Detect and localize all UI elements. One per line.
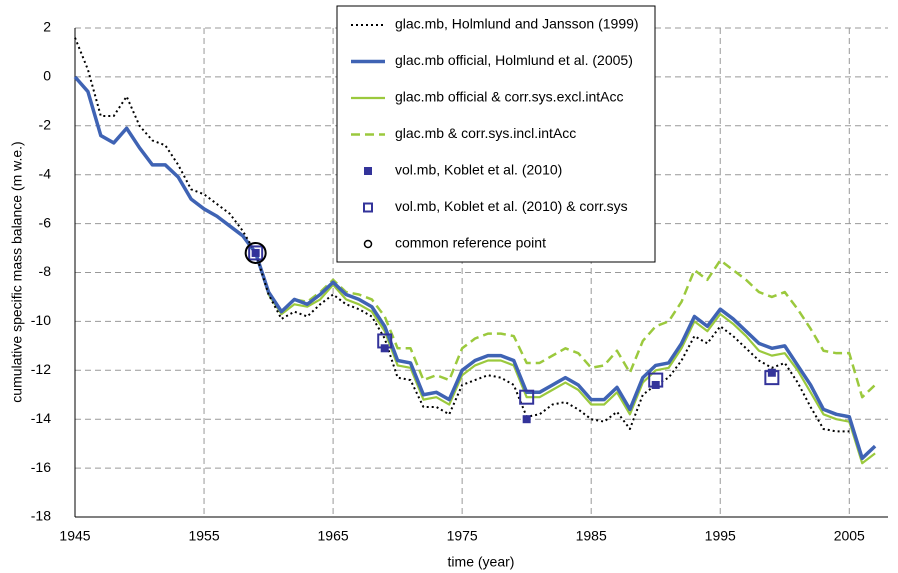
x-tick-label: 1995	[705, 528, 736, 544]
y-tick-label: 2	[43, 19, 51, 35]
marker	[248, 245, 264, 261]
x-tick-label: 1965	[318, 528, 349, 544]
y-tick-label: 0	[43, 68, 51, 84]
series-line	[73, 75, 877, 461]
x-tick-label: 2005	[834, 528, 865, 544]
legend-swatch	[363, 239, 373, 249]
legend-label: vol.mb, Koblet et al. (2010) & corr.sys	[395, 198, 628, 214]
marker	[519, 389, 535, 405]
y-tick-label: -2	[39, 117, 52, 133]
y-tick-label: -12	[31, 361, 51, 377]
marker	[651, 380, 660, 389]
marker	[251, 248, 260, 257]
y-tick-label: -16	[31, 459, 51, 475]
marker	[522, 415, 531, 424]
y-tick-label: -18	[31, 508, 51, 524]
legend-label: glac.mb & corr.sys.incl.intAcc	[395, 125, 576, 141]
series-line	[74, 37, 850, 433]
marker	[244, 241, 267, 264]
x-axis-label: time (year)	[448, 554, 515, 570]
series-line	[254, 252, 876, 399]
marker	[767, 368, 776, 377]
legend-label: glac.mb official, Holmlund et al. (2005)	[395, 52, 633, 68]
marker	[764, 370, 780, 386]
legend-label: glac.mb official & corr.sys.excl.intAcc	[395, 89, 623, 105]
legend-swatch	[363, 202, 373, 213]
marker	[377, 333, 393, 349]
y-tick-label: -8	[39, 263, 52, 279]
legend-swatch	[364, 167, 372, 175]
x-tick-label: 1945	[59, 528, 90, 544]
legend-label: glac.mb, Holmlund and Jansson (1999)	[395, 16, 639, 32]
marker	[648, 372, 664, 388]
y-tick-label: -10	[31, 312, 51, 328]
x-tick-label: 1955	[188, 528, 219, 544]
y-tick-label: -14	[31, 410, 51, 426]
legend-label: vol.mb, Koblet et al. (2010)	[395, 162, 562, 178]
series-line	[254, 252, 876, 465]
y-tick-label: -4	[39, 165, 52, 181]
legend-box	[336, 5, 656, 263]
legend-label: common reference point	[395, 235, 546, 251]
y-axis-label: cumulative specific mass balance (m w.e.…	[9, 141, 25, 402]
x-tick-label: 1985	[576, 528, 607, 544]
y-tick-label: -6	[39, 214, 52, 230]
x-tick-label: 1975	[447, 528, 478, 544]
